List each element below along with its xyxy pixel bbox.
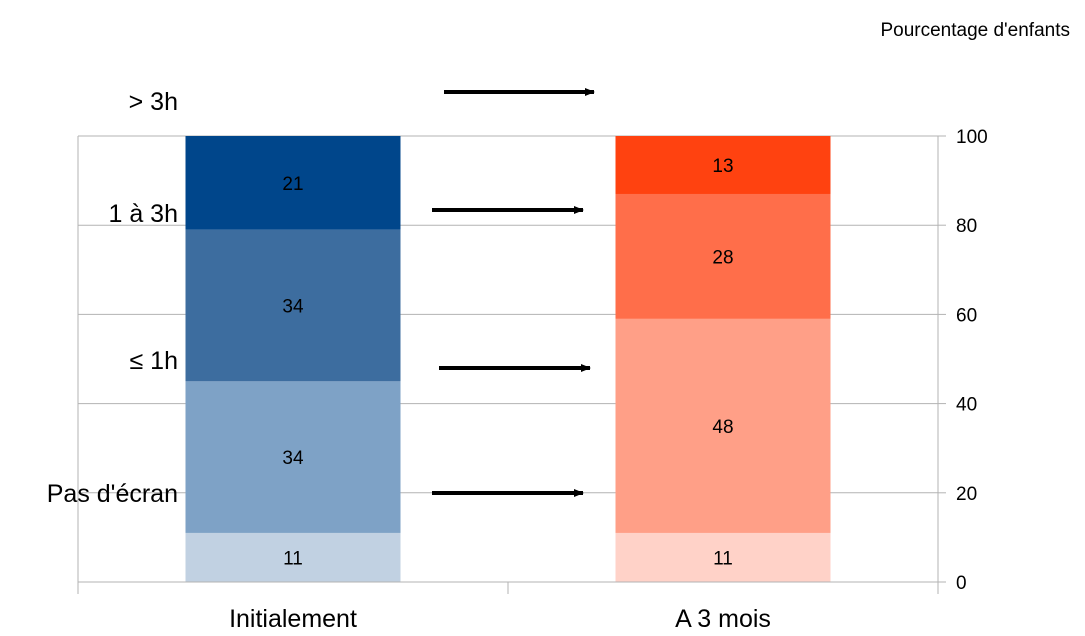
bar-segment [185, 229, 401, 382]
bar-segment [185, 136, 401, 230]
data-label: 48 [712, 417, 733, 438]
data-label: 28 [712, 247, 733, 268]
data-label: 34 [282, 448, 304, 469]
bar-segment [615, 532, 831, 582]
legend-label-le-1h: ≤ 1h [130, 347, 178, 375]
y-tick-label: 80 [956, 216, 977, 237]
data-label: 13 [712, 156, 733, 177]
bar-segment [615, 193, 831, 319]
data-label: 11 [713, 548, 733, 569]
y-tick-label: 20 [956, 484, 977, 505]
bar-segment [185, 381, 401, 533]
y-tick-label: 100 [956, 127, 988, 148]
legend-label-pas-ecran: Pas d'écran [47, 480, 178, 508]
y-tick-label: 60 [956, 305, 977, 326]
data-label: 11 [283, 548, 303, 569]
x-category-label: A 3 mois [675, 605, 771, 633]
y-tick-label: 40 [956, 395, 977, 416]
bar-segment [615, 318, 831, 533]
legend-label-gt-3h: > 3h [129, 88, 178, 116]
data-label: 21 [282, 174, 303, 195]
y-axis-title: Pourcentage d'enfants [880, 20, 1070, 41]
axes: 0 20 40 60 80 100 Initialement A 3 mois [77, 127, 988, 633]
bars: 11 34 34 21 11 48 28 13 [185, 136, 831, 582]
bar-segment [615, 136, 831, 194]
legend-label-1-3h: 1 à 3h [108, 200, 178, 228]
bar-segment [185, 532, 401, 582]
y-tick-label: 0 [956, 573, 967, 594]
x-category-label: Initialement [229, 605, 357, 633]
data-label: 34 [282, 296, 304, 317]
